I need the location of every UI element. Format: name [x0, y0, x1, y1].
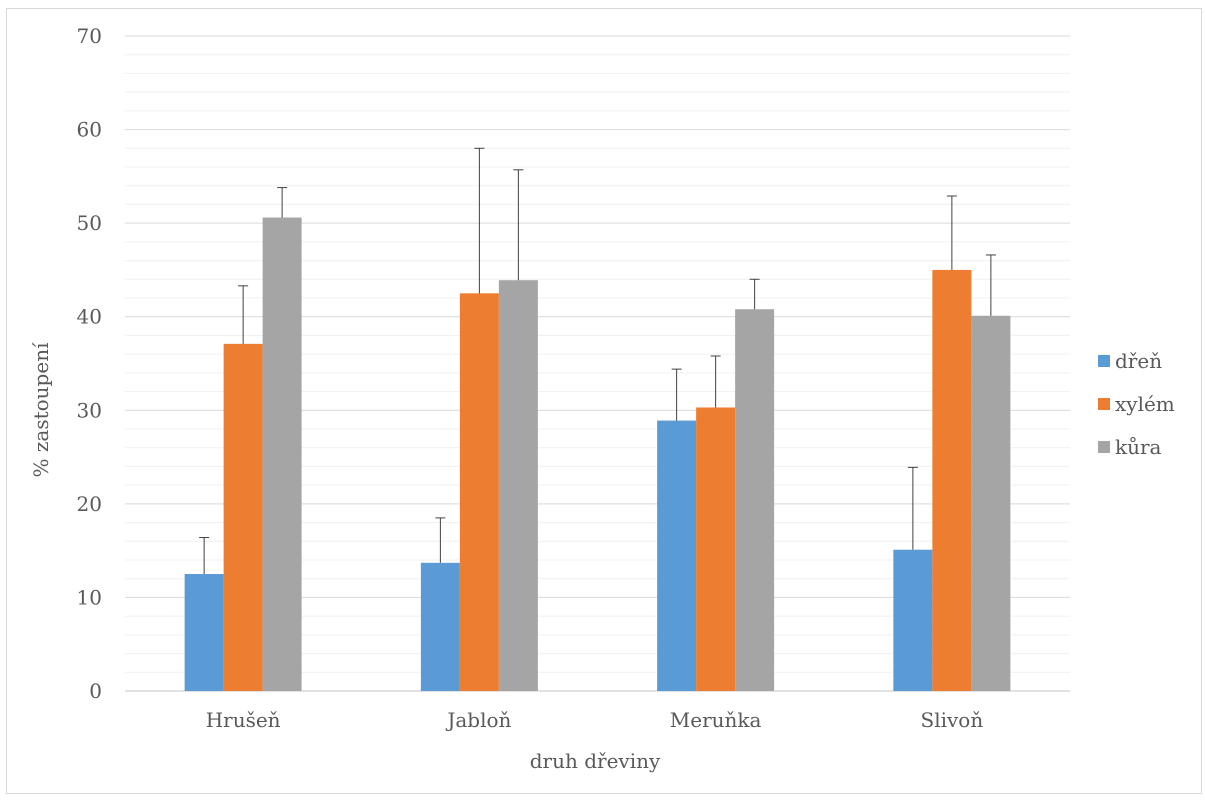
bars	[184, 217, 1011, 691]
bar-kůra	[971, 315, 1011, 691]
error-bars	[199, 147, 996, 575]
x-tick-labels: Hrušeň Jabloň Meruňka Slivoň	[206, 708, 984, 732]
legend-label-xylém: xylém	[1115, 392, 1175, 416]
y-tick-label: 20	[77, 492, 102, 516]
bar-dřeň	[184, 574, 224, 691]
x-tick-label: Slivoň	[921, 708, 984, 732]
bar-dřeň	[657, 420, 697, 691]
x-tick-label: Hrušeň	[206, 708, 281, 732]
y-tick-label: 30	[77, 398, 102, 422]
y-tick-labels: 0 10 20 30 40 50 60 70	[77, 24, 102, 703]
bar-xylém	[932, 269, 972, 691]
bar-xylém	[696, 407, 736, 691]
y-tick-label: 50	[77, 211, 102, 235]
bar-dřeň	[893, 549, 933, 691]
bar-dřeň	[420, 562, 460, 691]
legend-label-kůra: kůra	[1115, 435, 1162, 459]
bar-kůra	[735, 309, 775, 691]
y-tick-label: 60	[77, 118, 102, 142]
y-axis-title: % zastoupení	[29, 342, 53, 478]
y-tick-label: 70	[77, 24, 102, 48]
y-tick-label: 0	[89, 679, 102, 703]
bar-kůra	[262, 217, 302, 691]
y-tick-label: 10	[77, 585, 102, 609]
bar-kůra	[498, 280, 538, 691]
legend-swatch-xylém	[1098, 398, 1110, 410]
legend-swatch-kůra	[1098, 441, 1110, 453]
legend-label-dřeň: dřeň	[1115, 349, 1162, 373]
legend-swatch-dřeň	[1098, 355, 1110, 367]
x-axis-title: druh dřeviny	[530, 749, 661, 773]
y-tick-label: 40	[77, 305, 102, 329]
bar-xylém	[223, 343, 263, 691]
bar-xylém	[459, 293, 499, 691]
x-tick-label: Jabloň	[445, 708, 511, 732]
x-tick-label: Meruňka	[670, 708, 762, 732]
legend: dřeň xylém kůra	[1098, 349, 1175, 459]
